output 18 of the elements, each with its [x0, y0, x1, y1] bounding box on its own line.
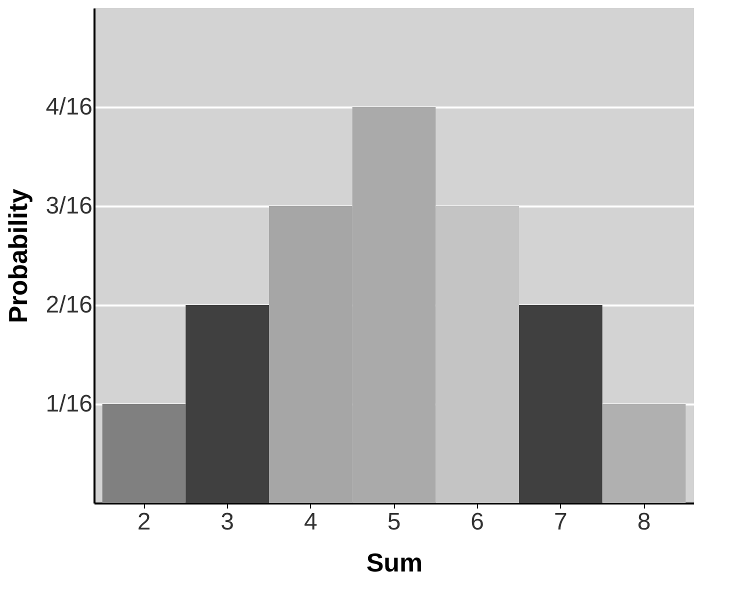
x-tick-label: 8 — [637, 508, 651, 536]
y-axis-title: Probability — [2, 188, 33, 324]
y-tick-label: 2/16 — [46, 292, 92, 318]
x-tick-label: 7 — [554, 508, 568, 536]
x-tick-label: 4 — [304, 508, 318, 536]
bar — [102, 404, 186, 503]
x-tick-label: 2 — [137, 508, 151, 536]
bar — [186, 305, 269, 503]
x-axis-title: Sum — [366, 548, 423, 578]
x-tick-label: 5 — [387, 508, 401, 536]
bar — [436, 206, 519, 503]
y-tick-label: 1/16 — [46, 390, 92, 418]
bar — [602, 404, 686, 503]
bar — [519, 305, 602, 503]
y-tick-label: 4/16 — [46, 94, 92, 120]
x-tick-label: 6 — [470, 508, 484, 536]
x-tick-label: 3 — [220, 508, 234, 536]
y-tick-label: 3/16 — [46, 192, 92, 220]
